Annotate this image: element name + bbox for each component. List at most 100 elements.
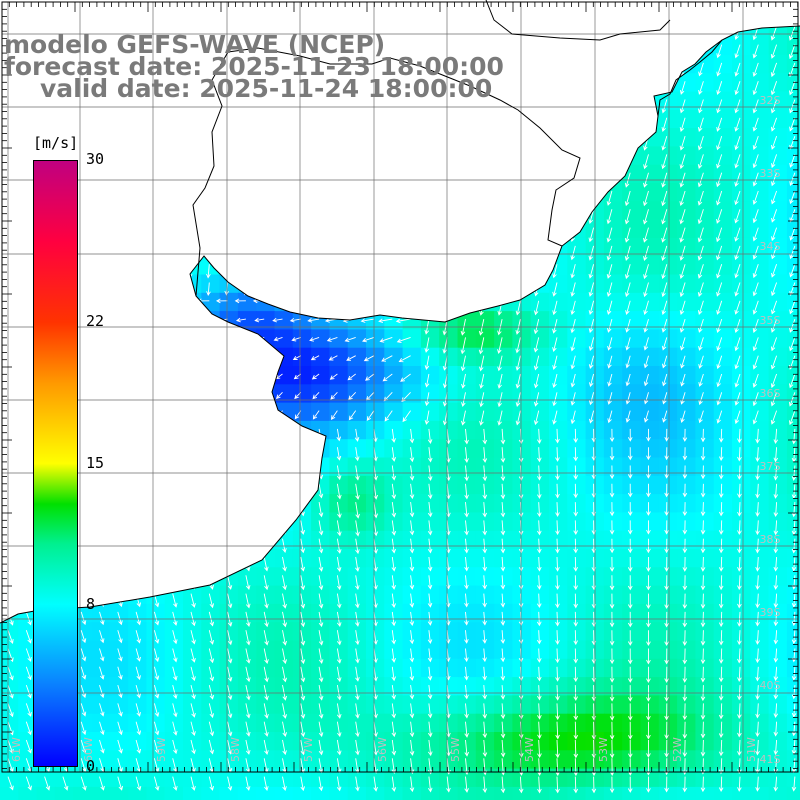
wind-speed-cell [640, 329, 660, 349]
wind-speed-cell [54, 768, 74, 788]
wind-arrow [737, 721, 742, 738]
wind-speed-cell [109, 732, 129, 751]
wind-arrow [552, 318, 558, 334]
wind-speed-cell [768, 274, 788, 294]
wind-speed-cell [567, 768, 587, 788]
wind-speed-cell [274, 677, 294, 696]
wind-arrow [537, 703, 542, 720]
wind-speed-cell [768, 91, 788, 111]
wind-arrow [737, 648, 742, 664]
wind-speed-cell [329, 732, 349, 751]
wind-arrow [336, 685, 342, 701]
wind-speed-cell [622, 475, 642, 495]
wind-speed-cell [292, 347, 312, 367]
wind-speed-cell [677, 713, 696, 733]
wind-arrow [300, 575, 306, 591]
wind-arrow [99, 611, 105, 626]
wind-arrow [646, 721, 651, 740]
wind-arrow [537, 465, 542, 481]
wind-speed-cell [347, 366, 367, 385]
wind-arrow [500, 575, 506, 590]
wind-speed-cell [732, 622, 751, 642]
wind-speed-cell [768, 457, 788, 477]
wind-speed-cell [329, 750, 349, 770]
wind-arrow [263, 593, 269, 609]
wind-arrow [479, 410, 485, 426]
wind-arrow [515, 410, 521, 426]
wind-speed-cell [732, 549, 751, 568]
wind-arrow [391, 685, 397, 700]
wind-arrow [737, 483, 742, 499]
wind-speed-cell [457, 640, 477, 660]
wind-speed-cell [347, 640, 367, 660]
wind-arrow [515, 392, 521, 408]
wind-speed-cell [128, 768, 147, 788]
wind-speed-cell [256, 585, 276, 605]
wind-arrow [427, 630, 433, 645]
wind-arrow [755, 447, 760, 462]
wind-speed-cell [256, 622, 276, 642]
wind-speed-cell [658, 640, 678, 660]
wind-arrow [99, 739, 105, 754]
wind-arrow [716, 172, 723, 188]
wind-speed-cell [677, 549, 696, 568]
wind-speed-cell [420, 786, 440, 800]
wind-arrow [698, 62, 704, 77]
wind-arrow [716, 355, 723, 370]
wind-speed-cell [494, 530, 513, 550]
wind-arrow [135, 721, 142, 736]
wind-arrow [643, 337, 649, 351]
wind-speed-cell [439, 420, 459, 440]
wind-speed-cell [274, 786, 294, 800]
wind-speed-cell [420, 420, 440, 440]
wind-arrow [789, 318, 796, 333]
wind-speed-cell [622, 183, 642, 202]
wind-arrow [235, 317, 246, 323]
wind-arrow [643, 300, 649, 316]
wind-speed-cell [292, 695, 312, 715]
wind-arrow [153, 739, 160, 755]
wind-arrow [734, 44, 741, 59]
wind-arrow [117, 684, 123, 699]
wind-speed-cell [256, 713, 276, 733]
wind-arrow [536, 593, 542, 609]
wind-speed-cell [329, 640, 349, 660]
wind-arrow [409, 648, 415, 663]
wind-speed-cell [274, 658, 294, 678]
wind-arrow [755, 685, 760, 700]
wind-arrow [771, 227, 778, 242]
wind-speed-cell [713, 658, 733, 678]
wind-arrow [318, 502, 324, 518]
wind-speed-cell [567, 402, 587, 422]
wind-speed-cell [329, 530, 349, 550]
wind-arrow [409, 685, 415, 700]
wind-speed-cell [439, 585, 459, 605]
wind-arrow [773, 593, 779, 609]
wind-arrow [172, 703, 178, 718]
wind-arrow [360, 318, 375, 323]
wind-arrow [646, 556, 651, 572]
wind-speed-cell [420, 384, 440, 404]
wind-arrow [755, 776, 760, 792]
wind-speed-cell [457, 366, 477, 385]
wind-speed-cell [494, 585, 513, 605]
wind-arrow [627, 428, 633, 442]
wind-arrow [661, 264, 668, 280]
wind-speed-cell [640, 237, 660, 257]
wind-arrow [588, 245, 595, 261]
wind-speed-cell [695, 384, 715, 404]
wind-arrow [336, 520, 342, 537]
wind-speed-cell [311, 640, 330, 660]
wind-arrow [716, 99, 723, 114]
wind-arrow [716, 190, 723, 206]
wind-speed-cell [695, 732, 715, 751]
wind-arrow [263, 556, 269, 572]
wind-arrow [355, 502, 360, 519]
wind-speed-cell [695, 402, 715, 422]
wind-speed-cell [622, 439, 642, 459]
wind-speed-cell [91, 658, 111, 678]
wind-speed-cell [750, 494, 770, 513]
wind-arrow [700, 465, 706, 480]
wind-speed-cell [91, 622, 111, 642]
wind-arrow [373, 483, 379, 500]
